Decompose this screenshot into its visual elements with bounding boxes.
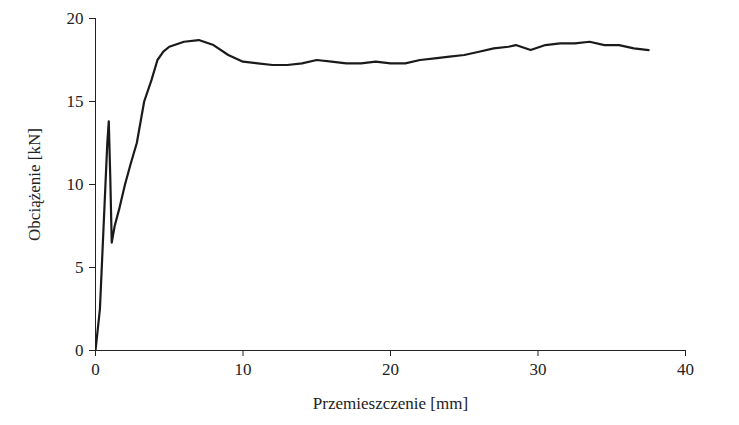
svg-text:40: 40: [677, 360, 694, 379]
svg-text:10: 10: [67, 175, 84, 194]
svg-text:20: 20: [67, 9, 84, 28]
svg-text:15: 15: [67, 92, 84, 111]
svg-text:Przemieszczenie [mm]: Przemieszczenie [mm]: [313, 394, 468, 413]
svg-text:5: 5: [75, 258, 84, 277]
svg-text:20: 20: [382, 360, 399, 379]
svg-text:0: 0: [91, 360, 100, 379]
svg-text:Obciążenie [kN]: Obciążenie [kN]: [25, 128, 44, 241]
svg-text:10: 10: [235, 360, 252, 379]
svg-text:0: 0: [75, 341, 84, 360]
svg-text:30: 30: [530, 360, 547, 379]
